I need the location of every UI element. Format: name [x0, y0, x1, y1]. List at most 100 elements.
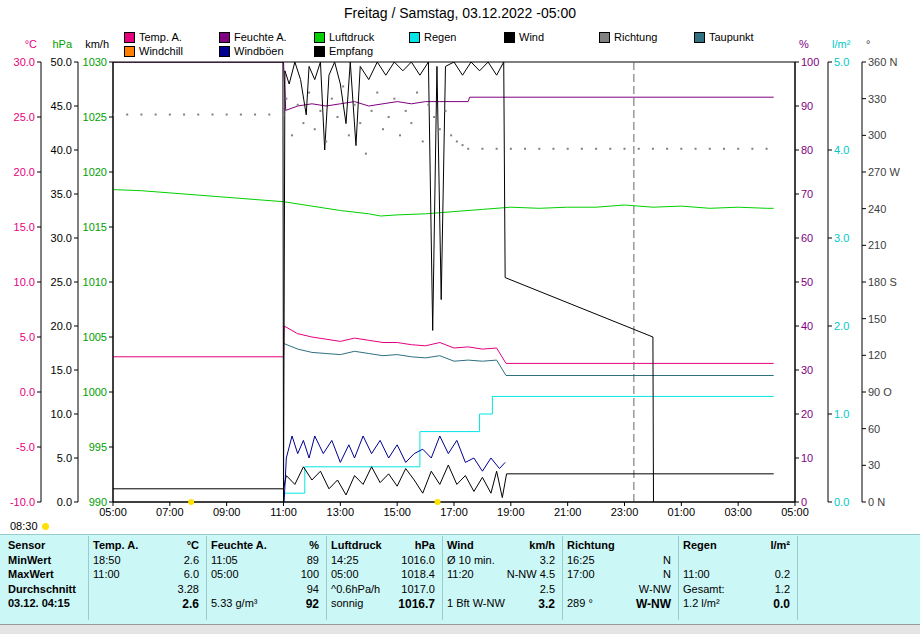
- svg-text:40.0: 40.0: [51, 144, 72, 156]
- html-text:MinWert: MinWert: [8, 553, 52, 566]
- html-text:0.0: 0.0: [773, 597, 790, 611]
- svg-text:1000: 1000: [83, 386, 107, 398]
- svg-text:0.0: 0.0: [834, 496, 849, 508]
- svg-text:100: 100: [801, 56, 819, 68]
- svg-text:0: 0: [801, 496, 807, 508]
- html-text:2.6: 2.6: [182, 597, 199, 611]
- html-text:16:25: 16:25: [567, 553, 595, 566]
- svg-text:3.0: 3.0: [834, 232, 849, 244]
- svg-text:19:00: 19:00: [497, 506, 525, 518]
- svg-text:1030: 1030: [83, 56, 107, 68]
- svg-text:30: 30: [868, 459, 880, 471]
- html-text:Ø 10 min.: Ø 10 min.: [447, 553, 495, 566]
- svg-text:330: 330: [868, 93, 886, 105]
- html-text:2.5: 2.5: [539, 582, 555, 595]
- html-text:1017.0: 1017.0: [401, 582, 435, 595]
- svg-text:21:00: 21:00: [554, 506, 582, 518]
- svg-text:1005: 1005: [83, 331, 107, 343]
- svg-text:20: 20: [801, 408, 813, 420]
- svg-text:0.0: 0.0: [20, 386, 35, 398]
- svg-text:15:00: 15:00: [383, 506, 411, 518]
- html-text:W-NW: W-NW: [638, 582, 671, 595]
- svg-text:90: 90: [801, 100, 813, 112]
- svg-text:0 N: 0 N: [868, 496, 885, 508]
- svg-text:1015: 1015: [83, 221, 107, 233]
- svg-text:80: 80: [801, 144, 813, 156]
- svg-text:09:00: 09:00: [213, 506, 241, 518]
- html-text:1016.7: 1016.7: [398, 597, 435, 611]
- svg-text:60: 60: [868, 423, 880, 435]
- svg-text:995: 995: [89, 441, 107, 453]
- svg-text:40: 40: [801, 320, 813, 332]
- html-text:3.28: 3.28: [177, 582, 199, 595]
- html-text:94: 94: [306, 582, 319, 595]
- html-text:Temp. A.: Temp. A.: [139, 31, 182, 43]
- svg-text:25.0: 25.0: [14, 111, 35, 123]
- svg-text:180 S: 180 S: [868, 276, 897, 288]
- svg-text:50.0: 50.0: [51, 56, 72, 68]
- html-text:Durchschnitt: Durchschnitt: [8, 582, 76, 595]
- html-text:1.2: 1.2: [774, 582, 790, 595]
- svg-text:30.0: 30.0: [14, 56, 35, 68]
- svg-text:03:00: 03:00: [724, 506, 752, 518]
- svg-text:210: 210: [868, 239, 886, 251]
- svg-text:5.0: 5.0: [20, 331, 35, 343]
- html-text:3.2: 3.2: [538, 597, 555, 611]
- svg-text:05:00: 05:00: [99, 505, 127, 518]
- svg-text:4.0: 4.0: [834, 144, 849, 156]
- svg-text:15.0: 15.0: [51, 364, 72, 376]
- svg-text:20.0: 20.0: [14, 166, 35, 178]
- svg-text:01:00: 01:00: [668, 506, 696, 518]
- svg-text:11:00: 11:00: [270, 506, 297, 518]
- svg-text:30.0: 30.0: [51, 232, 72, 244]
- svg-text:10.0: 10.0: [51, 408, 72, 420]
- html-text:1016.0: 1016.0: [401, 553, 435, 566]
- svg-text:1010: 1010: [83, 276, 107, 288]
- svg-text:10: 10: [801, 452, 813, 464]
- html-text:Freitag / Samstag, 03.12.2022: Freitag / Samstag, 03.12.2022 -05:00: [344, 5, 576, 21]
- svg-text:07:00: 07:00: [156, 506, 184, 518]
- svg-text:20.0: 20.0: [51, 320, 72, 332]
- svg-text:5.0: 5.0: [834, 56, 849, 68]
- svg-text:25.0: 25.0: [51, 276, 72, 288]
- svg-text:15.0: 15.0: [14, 221, 35, 233]
- svg-text:120: 120: [868, 349, 886, 361]
- svg-text:270 W: 270 W: [868, 166, 900, 178]
- svg-text:360 N: 360 N: [868, 56, 897, 68]
- svg-text:300: 300: [868, 129, 886, 141]
- svg-text:13:00: 13:00: [327, 506, 355, 518]
- svg-text:240: 240: [868, 203, 886, 215]
- svg-text:17:00: 17:00: [440, 506, 468, 518]
- svg-text:1.0: 1.0: [834, 408, 849, 420]
- svg-text:2.0: 2.0: [834, 320, 849, 332]
- svg-text:150: 150: [868, 313, 886, 325]
- svg-text:10.0: 10.0: [14, 276, 35, 288]
- html-text:Gesamt:: Gesamt:: [683, 582, 725, 595]
- svg-text:-10.0: -10.0: [10, 496, 35, 508]
- svg-text:45.0: 45.0: [51, 100, 72, 112]
- html-text:Feuchte A.: Feuchte A.: [234, 31, 287, 43]
- html-text:92: 92: [305, 597, 319, 611]
- svg-text:-5.0: -5.0: [16, 441, 35, 453]
- html-text:2.6: 2.6: [183, 553, 199, 566]
- html-text:^0.6hPa/h: ^0.6hPa/h: [331, 582, 381, 595]
- html-text:3.2: 3.2: [539, 553, 555, 566]
- svg-text:60: 60: [801, 232, 813, 244]
- svg-text:1020: 1020: [83, 166, 107, 178]
- html-text:W-NW: W-NW: [635, 597, 671, 611]
- svg-text:990: 990: [89, 496, 107, 508]
- svg-text:05:00: 05:00: [781, 505, 809, 518]
- html-text:18:50: 18:50: [93, 553, 121, 566]
- svg-text:0.0: 0.0: [57, 496, 72, 508]
- svg-text:1025: 1025: [83, 111, 107, 123]
- svg-text:35.0: 35.0: [51, 188, 72, 200]
- svg-text:5.0: 5.0: [57, 452, 72, 464]
- svg-text:23:00: 23:00: [611, 506, 639, 518]
- svg-text:90 O: 90 O: [868, 386, 892, 398]
- html-text:11:05: 11:05: [211, 553, 238, 566]
- html-text:14:25: 14:25: [331, 553, 359, 566]
- svg-text:70: 70: [801, 188, 813, 200]
- svg-text:50: 50: [801, 276, 813, 288]
- svg-text:30: 30: [801, 364, 813, 376]
- html-text:89: 89: [306, 553, 319, 566]
